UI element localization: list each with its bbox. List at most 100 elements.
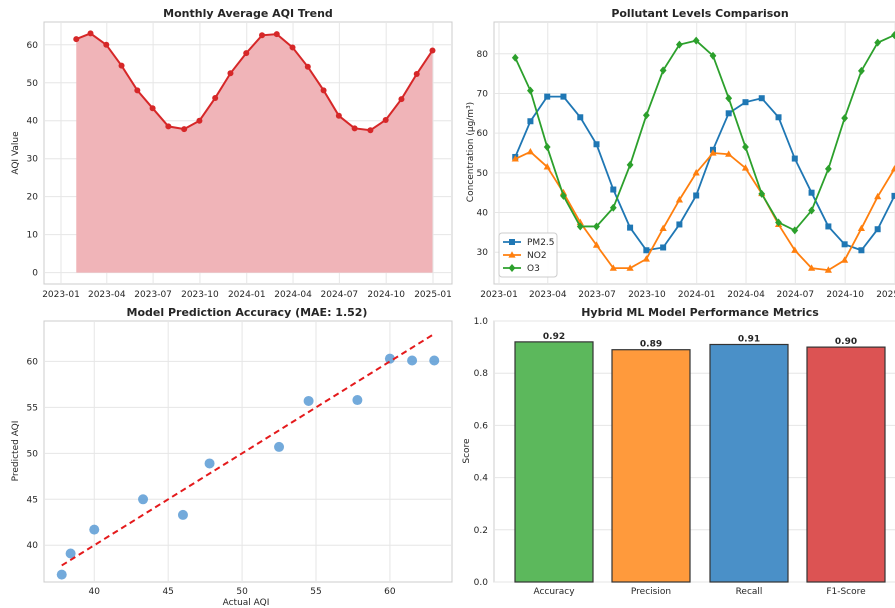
aqi-trend-chart: Monthly Average AQI Trend AQI Value 0 10 2…	[11, 7, 453, 300]
pm25-marker	[643, 247, 650, 254]
no2-marker	[857, 224, 866, 232]
o3-marker	[891, 31, 895, 40]
prediction-x-tick-label: 50	[236, 587, 248, 597]
prediction-accuracy-chart: Model Prediction Accuracy (MAE: 1.52) Ac…	[11, 306, 453, 608]
pollutant-y-tick-label: 40	[477, 209, 489, 219]
pm25-marker	[775, 114, 782, 121]
aqi-data-point	[243, 50, 250, 57]
prediction-point	[204, 458, 215, 469]
prediction-point	[89, 524, 100, 535]
pm25-marker	[825, 223, 832, 230]
pm25-marker	[676, 221, 683, 228]
aqi-area-fill	[76, 33, 433, 273]
no2-marker	[725, 150, 733, 157]
aqi-x-tick-label: 2023-04	[88, 290, 126, 300]
prediction-x-tick-label: 40	[89, 587, 101, 597]
aqi-data-point	[273, 31, 280, 38]
o3-marker	[824, 164, 832, 173]
aqi-x-tick-label: 2023-01	[42, 290, 80, 300]
aqi-y-tick-label: 60	[27, 41, 39, 51]
no2-marker	[511, 155, 519, 162]
prediction-point	[407, 355, 418, 366]
pollutant-y-tick-label: 30	[477, 248, 489, 258]
no2-line	[514, 150, 895, 272]
o3-marker	[675, 40, 683, 49]
o3-marker	[511, 53, 519, 62]
aqi-data-point	[259, 32, 266, 39]
prediction-ylabel: Predicted AQI	[11, 421, 21, 482]
metric-bar-f1-score	[806, 346, 886, 583]
pollutant-x-tick-label: 2024-01	[678, 290, 716, 300]
metrics-title: Hybrid ML Model Performance Metrics	[581, 306, 819, 319]
no2-marker	[841, 256, 849, 263]
aqi-data-point	[304, 63, 311, 70]
no2-marker	[791, 246, 799, 253]
legend-pm25-marker	[509, 239, 515, 245]
o3-marker	[527, 86, 534, 95]
aqi-y-tick-label: 10	[27, 231, 39, 241]
pollutant-x-tick-label: 2024-04	[727, 290, 765, 300]
o3-marker	[725, 94, 733, 103]
legend-o3-marker	[508, 264, 516, 272]
aqi-data-point	[398, 96, 405, 103]
o3-marker	[642, 111, 650, 120]
aqi-y-tick-label: 50	[27, 79, 39, 89]
prediction-point	[303, 395, 314, 406]
pm25-marker	[791, 155, 798, 162]
aqi-trend-plot-area	[43, 21, 453, 285]
aqi-y-tick-label: 20	[27, 193, 39, 203]
pollutant-x-tick-label: 2023-01	[480, 290, 518, 300]
aqi-data-point	[87, 30, 94, 37]
no2-marker	[642, 255, 650, 262]
no2-marker	[874, 192, 882, 200]
no2-marker	[675, 196, 683, 203]
metric-category-label: Precision	[631, 587, 671, 597]
aqi-data-point	[413, 71, 420, 78]
metric-category-label: F1-Score	[826, 587, 866, 597]
o3-marker	[742, 143, 749, 152]
metric-bar-recall	[709, 343, 789, 583]
pm25-marker	[841, 241, 848, 248]
perfect-fit-line	[61, 333, 435, 567]
pollutant-x-tick-label: 2023-10	[628, 290, 666, 300]
pm25-marker	[693, 192, 700, 199]
pollutant-x-tick-label: 2024-10	[826, 290, 864, 300]
pm25-marker	[660, 244, 667, 251]
o3-line	[514, 34, 895, 232]
prediction-xlabel: Actual AQI	[223, 598, 270, 608]
pm25-marker	[858, 247, 865, 254]
legend-no2-label: NO2	[527, 251, 547, 261]
aqi-trend-title: Monthly Average AQI Trend	[163, 7, 333, 20]
metrics-y-tick-label: 0.0	[474, 578, 489, 588]
o3-marker	[775, 218, 782, 227]
no2-marker	[543, 163, 551, 170]
prediction-title: Model Prediction Accuracy (MAE: 1.52)	[127, 306, 368, 319]
o3-marker	[692, 36, 700, 45]
prediction-y-tick-label: 50	[27, 449, 39, 459]
pollutant-x-tick-label: 2025-01	[876, 290, 895, 300]
o3-marker	[791, 226, 799, 235]
prediction-point	[56, 569, 67, 580]
pollutant-y-tick-label: 70	[477, 89, 489, 99]
metric-category-label: Recall	[736, 587, 763, 597]
pm25-marker	[610, 186, 617, 193]
metrics-y-tick-label: 0.4	[474, 474, 489, 484]
prediction-x-tick-label: 60	[384, 587, 396, 597]
pm25-marker	[593, 141, 600, 148]
aqi-data-point	[212, 94, 219, 101]
aqi-data-point	[165, 123, 172, 130]
o3-marker	[709, 51, 717, 60]
metrics-y-tick-label: 0.2	[474, 526, 488, 536]
prediction-plot-area	[43, 320, 453, 583]
o3-marker	[593, 222, 600, 231]
metric-bar-accuracy	[514, 341, 594, 583]
metrics-y-tick-label: 0.6	[474, 421, 489, 431]
o3-marker	[609, 203, 617, 212]
metrics-ylabel: Score	[462, 438, 472, 464]
pollutant-x-tick-label: 2024-07	[777, 290, 815, 300]
o3-marker	[808, 206, 815, 215]
o3-marker	[874, 38, 882, 47]
pm25-line	[514, 95, 895, 252]
aqi-data-point	[181, 126, 188, 133]
